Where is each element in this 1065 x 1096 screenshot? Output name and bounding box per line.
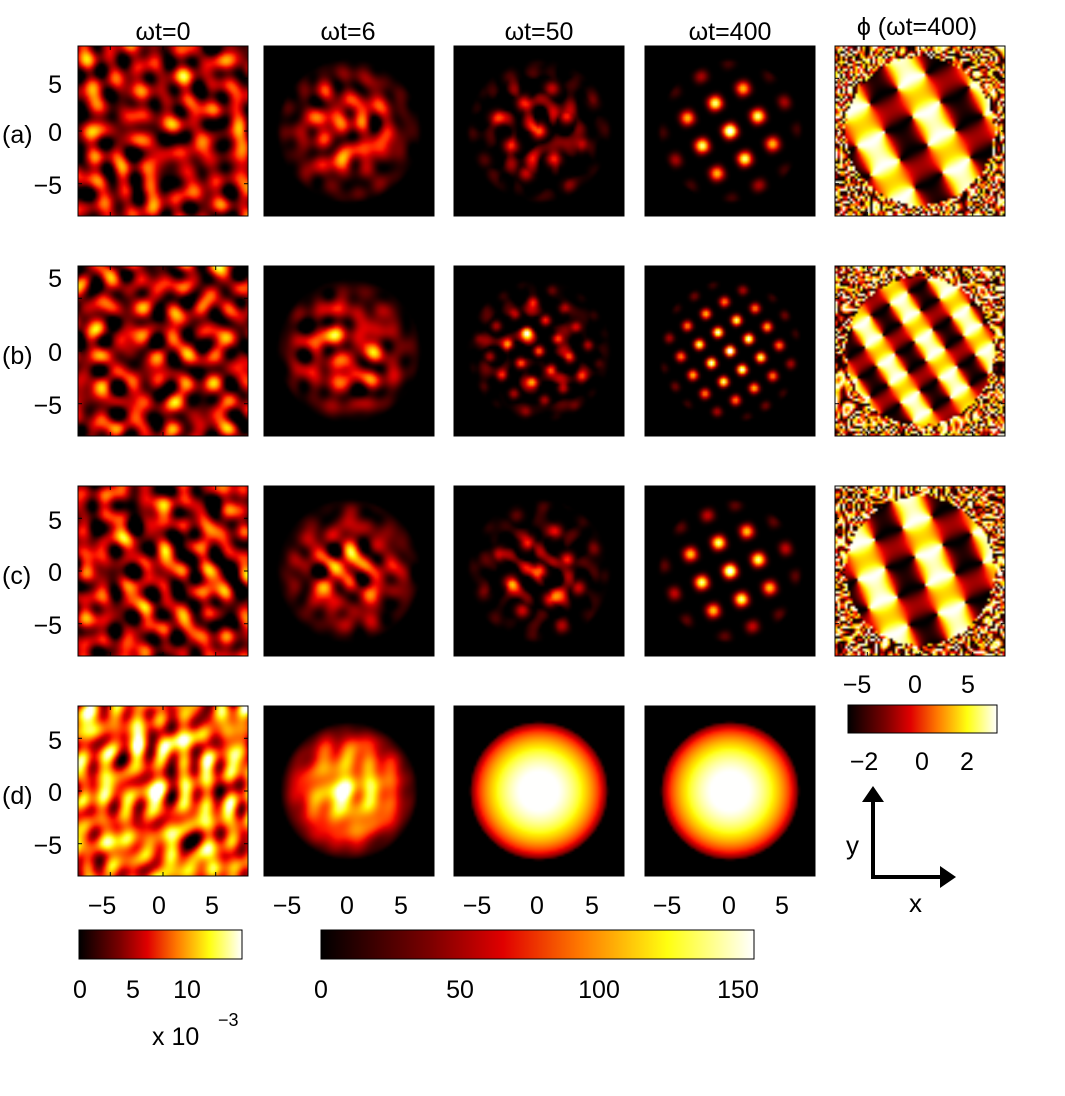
x-tick-label: 5 — [205, 892, 219, 920]
colorbar-tick-label: 10 — [173, 976, 201, 1004]
column-title-phase: ϕ (ωt=400) — [857, 13, 977, 41]
x-tick-label: −5 — [88, 892, 117, 920]
column-title-t0: ωt=0 — [136, 18, 191, 46]
colorbar-tick-label: 50 — [446, 976, 474, 1004]
column-title-t400: ωt=400 — [689, 18, 772, 46]
density-heatmap-c-1 — [264, 486, 434, 656]
density-heatmap-c-2 — [454, 486, 624, 656]
colorbar-phase: −2 0 2 — [847, 704, 998, 776]
x-axis-ticks: −5 0 5 −5 0 5 −5 0 5 −5 0 5 −5 0 5 — [88, 671, 975, 920]
colorbar-gradient — [78, 929, 243, 960]
x-arrow-head-icon — [940, 866, 956, 888]
colorbar-tick-label: 100 — [578, 976, 620, 1004]
density-heatmap-b-0 — [78, 266, 248, 436]
row-label-d: (d) — [2, 782, 33, 810]
density-heatmap-d-2 — [454, 706, 624, 876]
colorbar-tick-label: −2 — [850, 748, 879, 776]
x-tick-label: 5 — [961, 671, 975, 699]
phase-heatmap-a — [835, 46, 1005, 216]
y-tick-label: 0 — [48, 559, 62, 587]
density-heatmap-d-0 — [78, 706, 248, 876]
x-tick-label: 5 — [394, 892, 408, 920]
x-tick-label: 5 — [775, 892, 789, 920]
density-heatmap-d-3 — [645, 706, 815, 876]
colorbar-initial-density: 0 5 10 x 10 −3 — [73, 929, 243, 1051]
density-heatmap-b-1 — [264, 266, 434, 436]
y-arrow-head-icon — [862, 786, 884, 802]
x-tick-label: −5 — [463, 892, 492, 920]
density-heatmap-d-1 — [264, 706, 434, 876]
y-axis-ticks: 5 0 −5 5 0 −5 5 0 −5 5 0 −5 — [33, 71, 62, 860]
axis-orientation-arrows: y x — [846, 786, 956, 918]
phase-heatmap-c — [835, 486, 1005, 656]
colorbar-density: 0 50 100 150 — [314, 929, 759, 1004]
x-tick-label: −5 — [653, 892, 682, 920]
x-tick-label: 0 — [908, 671, 922, 699]
y-tick-label: 0 — [48, 779, 62, 807]
column-title-t6: ωt=6 — [321, 18, 376, 46]
phase-heatmap-b — [835, 266, 1005, 436]
x-tick-label: 0 — [152, 892, 166, 920]
colorbar-gradient — [320, 929, 755, 960]
colorbar-tick-label: 0 — [73, 976, 87, 1004]
colorbar-tick-label: 0 — [314, 976, 328, 1004]
y-tick-label: 0 — [48, 339, 62, 367]
density-heatmap-a-2 — [454, 46, 624, 216]
y-tick-label: 5 — [48, 71, 62, 99]
y-tick-label: 5 — [48, 507, 62, 535]
y-tick-label: −5 — [33, 392, 62, 420]
y-tick-label: 5 — [48, 265, 62, 293]
density-heatmap-b-3 — [645, 266, 815, 436]
colorbar-tick-label: 150 — [717, 976, 759, 1004]
row-label-b: (b) — [2, 342, 33, 370]
colorbar-tick-label: 0 — [915, 748, 929, 776]
row-label-a: (a) — [2, 121, 33, 149]
density-heatmap-b-2 — [454, 266, 624, 436]
density-heatmap-c-3 — [645, 486, 815, 656]
x-tick-label: −5 — [843, 671, 872, 699]
y-tick-label: 0 — [48, 119, 62, 147]
colorbar-tick-label: 2 — [960, 748, 974, 776]
density-heatmap-a-1 — [264, 46, 434, 216]
heatmap-panels — [77, 45, 1006, 877]
colorbar-gradient — [847, 704, 998, 734]
density-heatmap-a-0 — [78, 46, 248, 216]
x-tick-label: 0 — [722, 892, 736, 920]
y-tick-label: −5 — [33, 612, 62, 640]
row-label-c: (c) — [2, 562, 31, 590]
x-tick-label: 0 — [340, 892, 354, 920]
x-axis-label: x — [909, 888, 922, 918]
density-heatmap-c-0 — [78, 486, 248, 656]
colorbar-multiplier: x 10 — [152, 1023, 199, 1051]
colorbar-multiplier-exponent: −3 — [218, 1010, 239, 1030]
x-tick-label: 0 — [530, 892, 544, 920]
x-tick-label: −5 — [273, 892, 302, 920]
y-tick-label: 5 — [48, 727, 62, 755]
y-axis-label: y — [846, 830, 859, 860]
y-tick-label: −5 — [33, 832, 62, 860]
y-tick-label: −5 — [33, 172, 62, 200]
column-title-t50: ωt=50 — [505, 18, 574, 46]
x-tick-label: 5 — [585, 892, 599, 920]
density-heatmap-a-3 — [645, 46, 815, 216]
colorbar-tick-label: 5 — [126, 976, 140, 1004]
